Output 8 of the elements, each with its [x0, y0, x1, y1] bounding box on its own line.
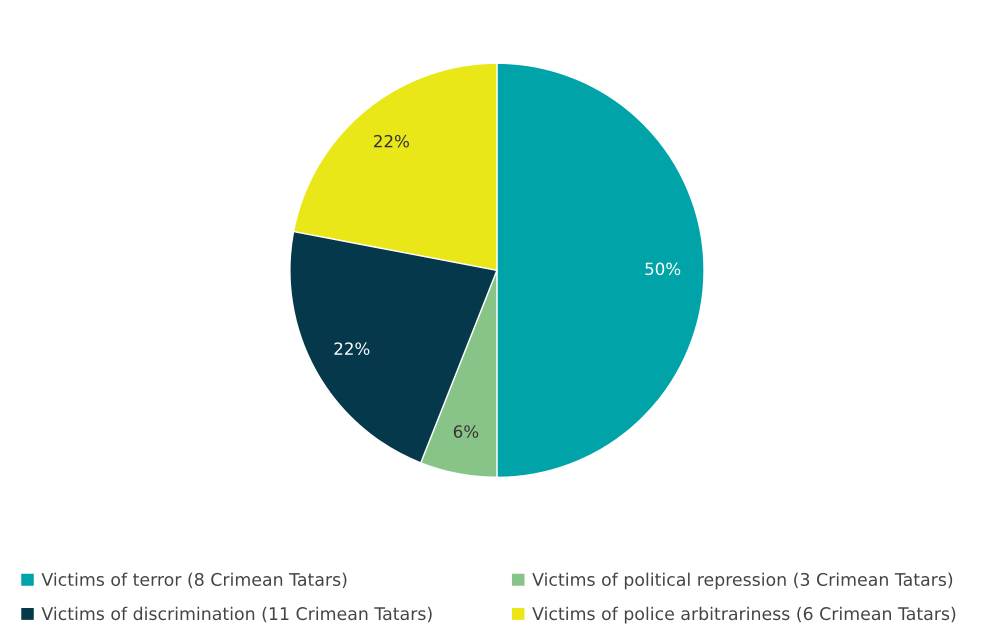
legend-label: Victims of terror (8 Crimean Tatars): [42, 572, 346, 588]
legend-label: Victims of discrimination (11 Crimean Tatars): [42, 606, 432, 622]
data-label: 50%: [645, 262, 680, 276]
data-label: 22%: [334, 342, 370, 355]
legend-label: Victims of police arbitrariness (6 Crimean Tatars): [532, 606, 956, 624]
legend-label: Victims of political repression (3 Crimean Tatars): [532, 572, 952, 590]
data-label: 22%: [374, 134, 409, 148]
data-label: 6%: [454, 425, 478, 438]
